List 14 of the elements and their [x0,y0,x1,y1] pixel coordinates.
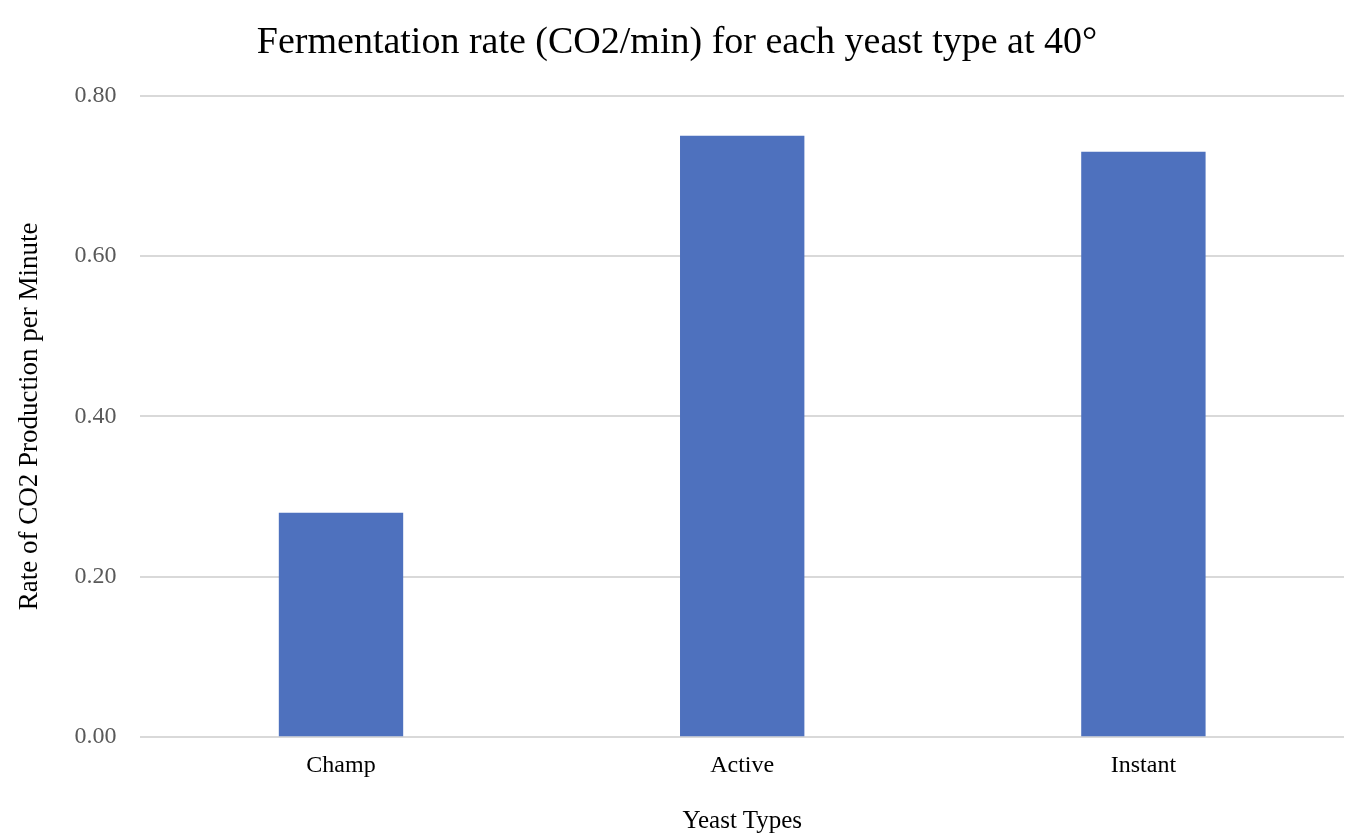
y-tick-label: 0.80 [74,80,117,107]
x-tick-label: Champ [306,750,376,777]
y-tick-label: 0.00 [74,722,117,749]
bar [278,512,404,737]
x-tick-label: Active [710,750,775,777]
y-tick-label: 0.40 [74,401,117,428]
y-tick-label: 0.60 [74,241,117,268]
bar [1081,151,1206,737]
x-tick-label: Instant [1110,750,1177,777]
y-tick-label: 0.20 [74,562,117,589]
bar [680,135,805,737]
x-axis-title: Yeast Types [682,805,802,833]
y-axis-title: Rate of CO2 Production per Minute [13,222,44,611]
chart-title: Fermentation rate (CO2/min) for each yeast type at 40° [256,18,1098,62]
